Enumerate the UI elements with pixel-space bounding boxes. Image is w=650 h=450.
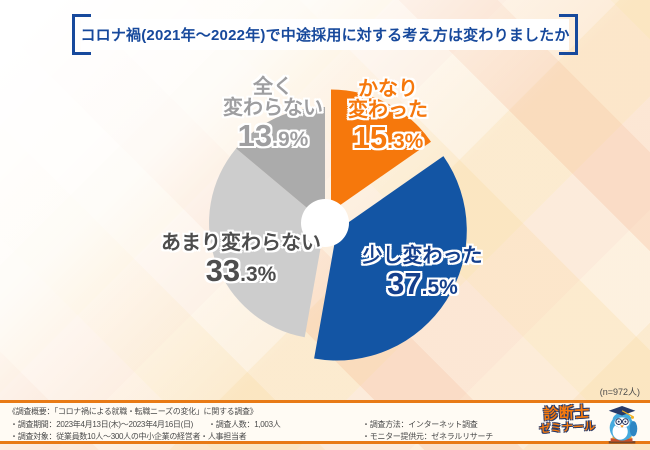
title-box: コロナ禍(2021年～2022年)で中途採用に対する考え方は変わりましたか — [80, 19, 570, 50]
slice-label-sukoshi-text: 少し変わった — [362, 245, 483, 267]
bracket-right-decoration — [559, 14, 578, 55]
pie-slice-kanari-kawatta — [331, 89, 431, 212]
footer-rule-top — [0, 400, 650, 403]
survey-period: ・調査期間：2023年4月13日(木)～2023年4月16日(日) — [10, 420, 194, 429]
title-banner: コロナ禍(2021年～2022年)で中途採用に対する考え方は変わりましたか — [72, 14, 578, 55]
pie-slice-amari-kawaranai — [209, 148, 325, 338]
footer-band — [0, 403, 650, 441]
slice-value-amari: 33.3% — [205, 252, 277, 288]
slice-label-amari-text: あまり変わらない — [161, 232, 321, 254]
survey-monitor: ・モニター提供元：ゼネラルリサーチ — [362, 432, 493, 441]
pie-slice-mattaku-kawaranai — [236, 107, 325, 223]
bracket-left-decoration — [72, 14, 91, 55]
page-title: コロナ禍(2021年～2022年)で中途採用に対する考え方は変わりましたか — [80, 27, 570, 44]
survey-target: ・調査対象：従業員数10人～300人の中小企業の経営者・人事担当者 — [10, 432, 247, 441]
slice-label-mattaku: 全く 変わらない 13.9% — [188, 77, 358, 151]
slice-value-sukoshi: 37.5% — [387, 265, 458, 301]
survey-respondents: ・調査人数：1,003人 — [208, 420, 281, 429]
slice-label-mattaku-text: 全く 変わらない — [223, 76, 323, 119]
sample-size-label: (n=972人) — [599, 387, 640, 397]
slice-label-kanari: かなり 変わった 15.3% — [303, 79, 473, 153]
pie-slice-sukoshi-kawatta — [314, 156, 467, 361]
donut-hole — [301, 199, 349, 247]
slice-label-sukoshi: 少し変わった 37.5% — [335, 246, 510, 299]
survey-overview-heading: 《調査概要：「コロナ禍による就職・転職ニーズの変化」に関する調査》 — [8, 407, 258, 416]
slice-value-kanari: 15.3% — [352, 119, 424, 155]
slice-label-amari: あまり変わらない 33.3% — [151, 233, 331, 286]
penguin-mascot-icon — [608, 405, 638, 444]
slice-value-mattaku: 13.9% — [237, 117, 309, 153]
logo-text: 診断士 ゼミナール — [539, 403, 596, 436]
shindanshi-seminar-logo: 診断士 ゼミナール — [534, 403, 642, 444]
footer-rule-bottom — [0, 441, 650, 444]
survey-method: ・調査方法：インターネット調査 — [362, 420, 478, 429]
slice-label-kanari-text: かなり 変わった — [348, 78, 428, 121]
